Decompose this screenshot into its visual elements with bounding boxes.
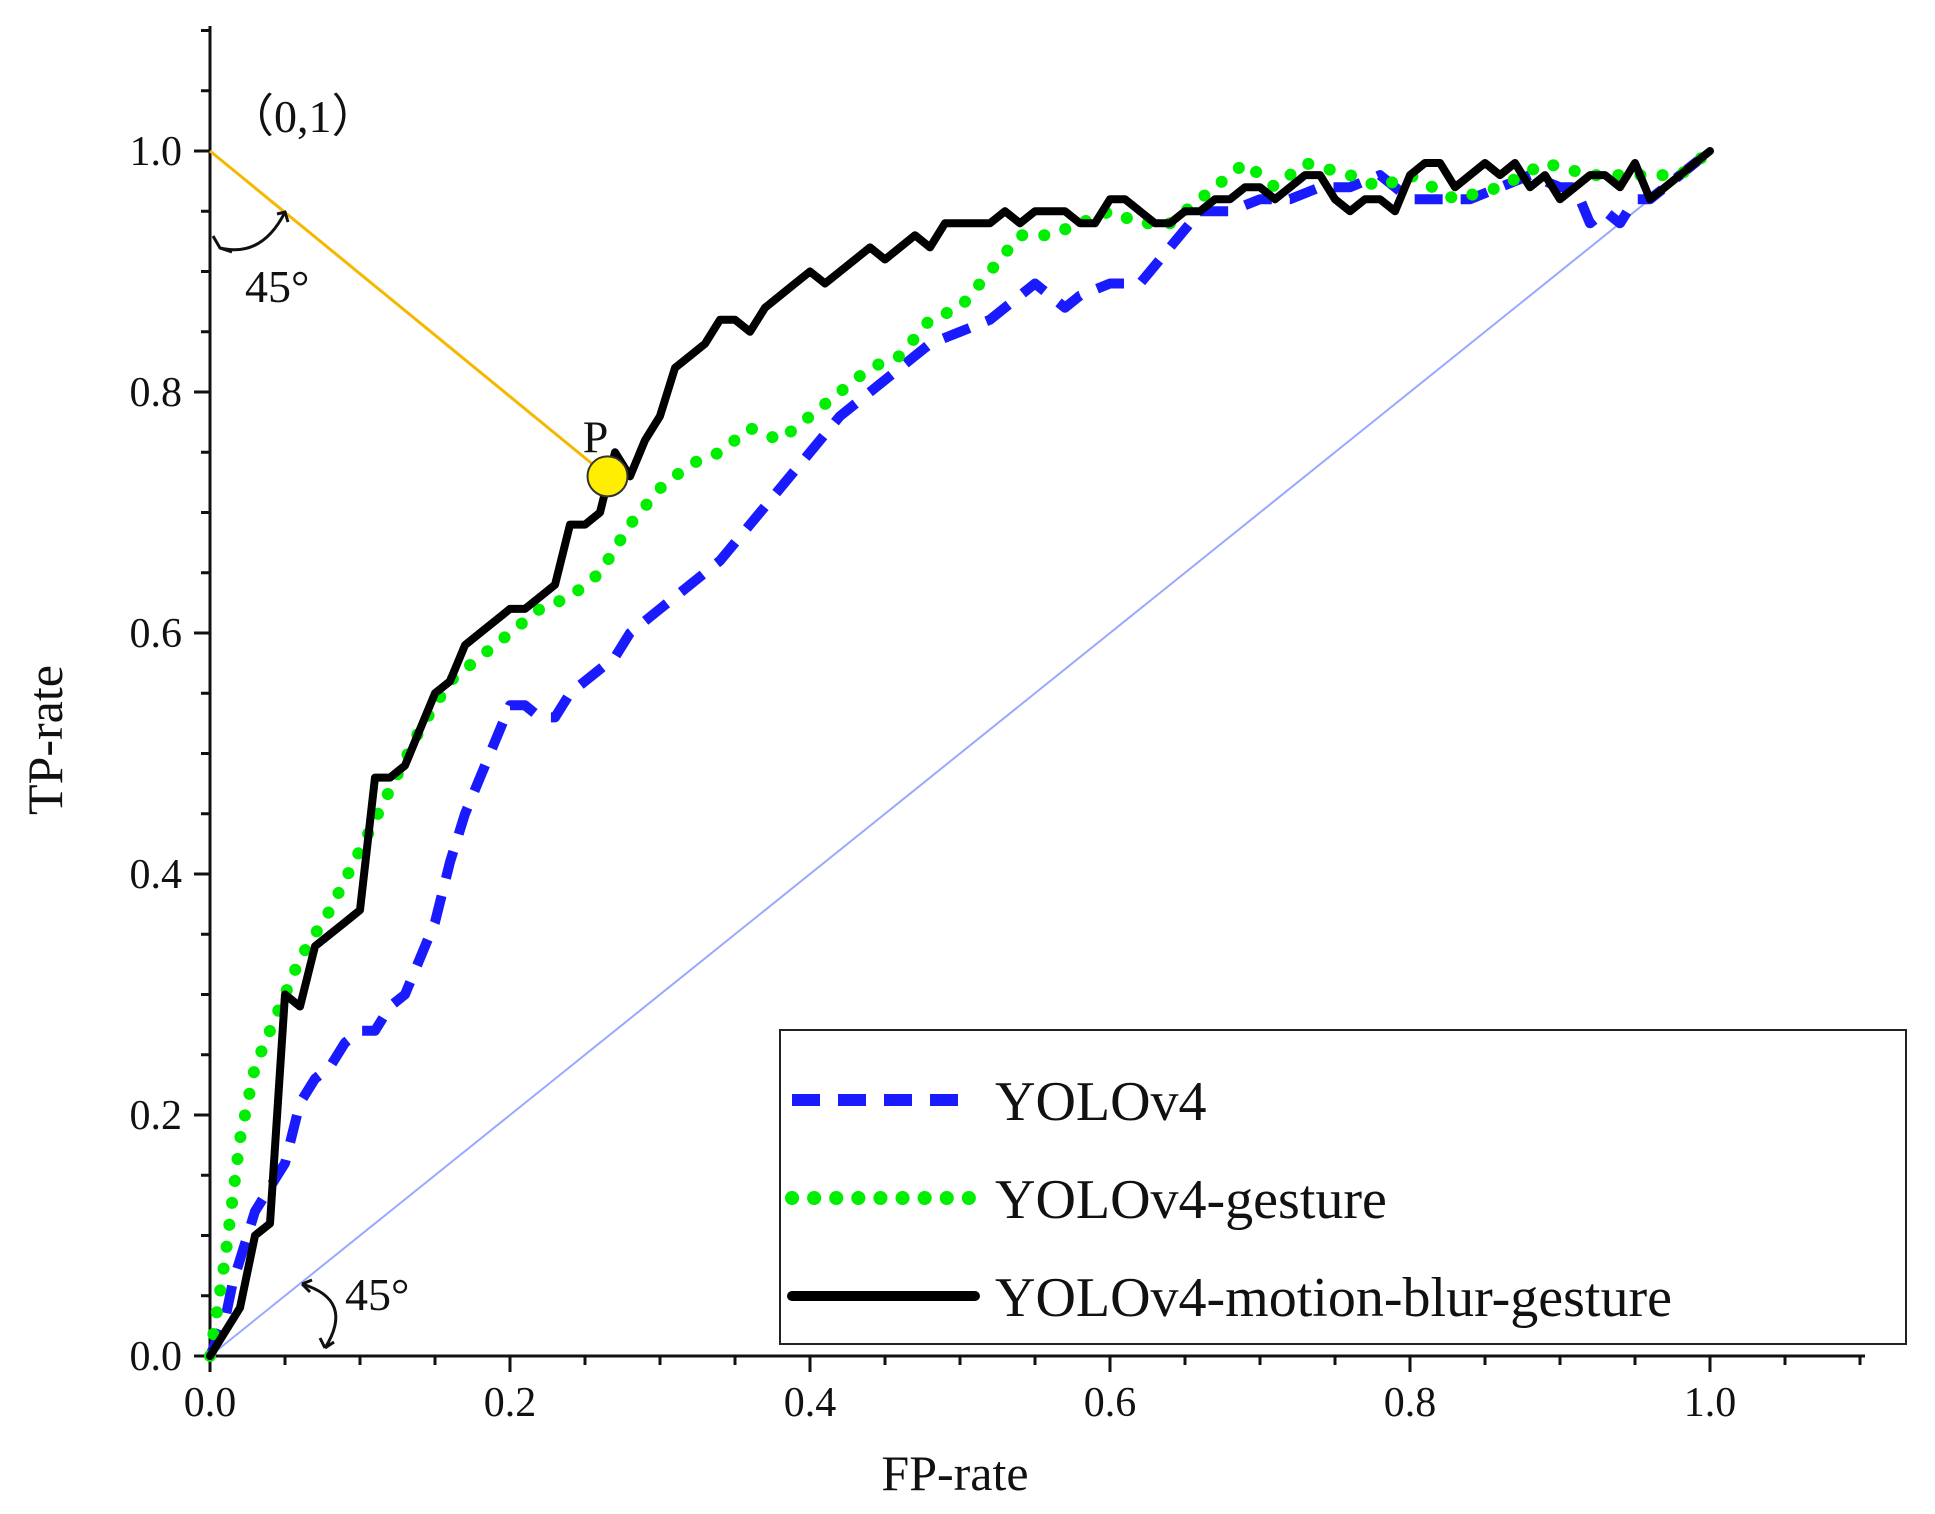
x-tick-label: 1.0	[1684, 1380, 1737, 1426]
reference-diagonal-line	[209, 150, 1711, 1357]
annotation-layer: P （0,1） 45° 45°	[209, 91, 629, 1350]
axes: 0.0 0.2 0.4 0.6 0.8 1.0 0.0 0.2 0.4 0.6 0.8 1.0	[130, 26, 1865, 1426]
legend-items: YOLOv4 YOLOv4-gesture YOLOv4-motion-blur-g…	[785, 1071, 1672, 1329]
angle-label-top: 45°	[245, 261, 309, 312]
y-tick-label: 0.8	[130, 370, 183, 416]
series-line-dashed	[205, 147, 1714, 1358]
optimal-point-p-marker	[586, 455, 629, 498]
x-tick-label: 0.4	[784, 1380, 837, 1426]
legend-label: YOLOv4	[995, 1071, 1207, 1133]
x-axis-title: FP-rate	[881, 1445, 1028, 1501]
corner-coordinate-label: （0,1）	[228, 91, 378, 142]
y-tick-label: 1.0	[130, 129, 183, 175]
y-axis-title: TP-rate	[17, 665, 73, 815]
angle-arc-arrow-bottom	[300, 1278, 338, 1350]
x-tick-label: 0.6	[1084, 1380, 1137, 1426]
y-tick-label: 0.2	[130, 1093, 183, 1139]
x-tick-label: 0.8	[1384, 1380, 1437, 1426]
point-p-label: P	[583, 411, 609, 462]
legend-label: YOLOv4-motion-blur-gesture	[995, 1267, 1672, 1329]
legend: YOLOv4 YOLOv4-gesture YOLOv4-motion-blur-g…	[779, 1029, 1907, 1345]
angle-arc-arrow-top	[211, 210, 290, 254]
x-ticks: 0.0 0.2 0.4 0.6 0.8 1.0	[184, 1356, 1862, 1426]
y-tick-label: 0.0	[130, 1334, 183, 1380]
y-tick-label: 0.4	[130, 852, 183, 898]
y-ticks: 0.0 0.2 0.4 0.6 0.8 1.0	[130, 29, 210, 1380]
x-tick-label: 0.2	[484, 1380, 537, 1426]
series-line-solid	[206, 147, 1714, 1360]
series-layer	[204, 145, 1716, 1362]
y-tick-label: 0.6	[130, 611, 183, 657]
corner-to-p-connector-line	[209, 149, 609, 478]
x-tick-label: 0.0	[184, 1380, 237, 1426]
angle-label-bottom: 45°	[345, 1269, 409, 1320]
series-line-dotted	[204, 145, 1716, 1362]
legend-label: YOLOv4-gesture	[995, 1169, 1387, 1231]
